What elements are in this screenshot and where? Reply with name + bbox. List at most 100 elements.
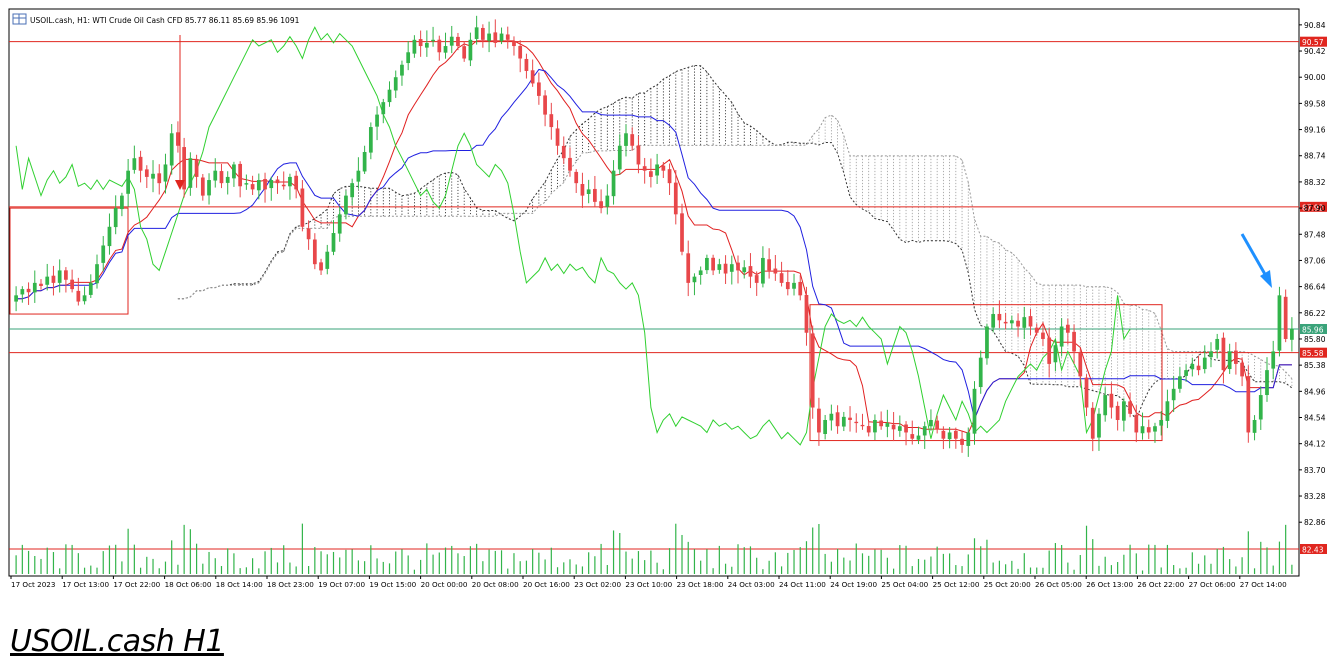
candle-body [1184,370,1188,376]
candle-body [362,151,367,172]
candle-body [767,259,771,271]
y-tick-label: 89.58 [1304,99,1326,108]
candle-body [736,262,740,271]
candle-body [424,42,429,48]
candle-body [70,279,74,290]
candle-body [1022,317,1027,328]
candle-body [680,213,684,252]
candle-body [823,419,828,434]
candlesticks [14,15,1294,457]
candle-body [95,264,99,284]
candle-body [368,127,373,153]
candle-body [885,423,890,427]
y-tick-label: 84.96 [1304,387,1326,396]
candle-body [207,180,211,196]
y-tick-label: 88.74 [1304,152,1326,161]
range-boxes [9,207,1163,442]
x-tick-label: 27 Oct 14:00 [1240,580,1287,589]
x-tick-label: 27 Oct 06:00 [1189,580,1236,589]
candle-body [14,295,18,302]
candle-body [151,173,155,179]
x-tick-label: 24 Oct 03:00 [728,580,775,589]
candle-body [891,424,896,430]
x-tick-label: 18 Oct 14:00 [216,580,263,589]
y-tick-label: 87.90 [1304,204,1326,213]
candle-body [1034,327,1039,333]
candle-body [897,426,902,431]
candle-body [1190,363,1195,370]
candle-body [997,313,1002,321]
candle-body [1171,388,1176,401]
candle-body [120,195,124,210]
price-axis: 90.84 90.42 90.00 89.58 89.16 88.74 88.32 87.90… [1299,21,1326,527]
candle-body [1134,414,1139,433]
x-tick-label: 23 Oct 10:00 [625,580,672,589]
candle-body [505,34,510,40]
candle-body [649,171,653,177]
candle-body [1109,393,1114,408]
candle-body [1246,376,1251,433]
candle-body [1202,357,1207,370]
senkou-span-a [177,64,1293,420]
candle-body [642,166,647,171]
candle-body [306,228,311,240]
candle-body [20,289,25,295]
candle-body [574,171,579,184]
candle-body [76,290,81,302]
level-price-label: 90.57 [1302,38,1324,47]
candle-body [879,420,884,427]
candle-body [1009,320,1014,324]
candle-body [449,36,454,46]
symbol-header: USOIL.cash, H1: WTI Crude Oil Cash CFD 8… [30,16,300,25]
level-price-label: 82.43 [1302,546,1324,555]
tenkan-sen [16,40,1292,434]
candle-body [232,164,236,179]
candle-body [667,169,672,184]
candle-body [1065,324,1070,333]
y-tick-label: 84.54 [1304,413,1326,422]
candle-body [169,133,174,166]
candle-body [188,158,193,188]
y-tick-label: 85.80 [1304,335,1326,344]
y-tick-label: 83.70 [1304,466,1326,475]
current-price-label: 85.96 [1302,325,1324,334]
blue-arrow-icon [1260,270,1272,288]
price-chart[interactable]: 90.57 87.92 85.58 82.43 85.96 90.84 90.42 90.0… [0,0,1341,600]
candle-body [661,165,666,171]
candle-body [406,52,411,64]
candle-body [443,46,448,53]
candle-body [617,145,622,170]
candle-body [493,32,498,43]
candle-body [26,288,31,293]
candle-body [1059,326,1064,347]
candle-body [1090,407,1095,439]
candle-body [300,188,305,227]
candle-body [474,27,479,39]
x-tick-label: 23 Oct 02:00 [574,580,621,589]
horizontal-levels[interactable]: 90.57 87.92 85.58 82.43 85.96 [9,36,1327,555]
candle-body [1209,351,1213,358]
candle-body [953,430,958,439]
blue-arrow-shaft [1240,233,1268,277]
candle-body [263,178,267,190]
candle-body [176,132,180,146]
candle-body [344,195,348,215]
candle-body [922,426,927,436]
level-price-tag [1300,347,1327,358]
chart-caption: USOIL.cash H1 [10,624,224,659]
ichimoku-lines [15,26,1292,446]
candle-body [960,438,964,445]
candle-body [586,189,591,194]
candle-body [599,201,603,209]
candle-body [848,417,852,420]
candle-body [1277,295,1282,351]
candle-body [985,326,989,359]
candle-body [717,264,722,270]
level-price-label: 87.92 [1302,203,1324,212]
y-tick-label: 89.16 [1304,126,1326,135]
candle-body [101,245,106,263]
candle-body [561,145,566,159]
candle-body [748,266,753,277]
candle-body [437,39,442,53]
x-tick-label: 17 Oct 2023 [11,580,55,589]
